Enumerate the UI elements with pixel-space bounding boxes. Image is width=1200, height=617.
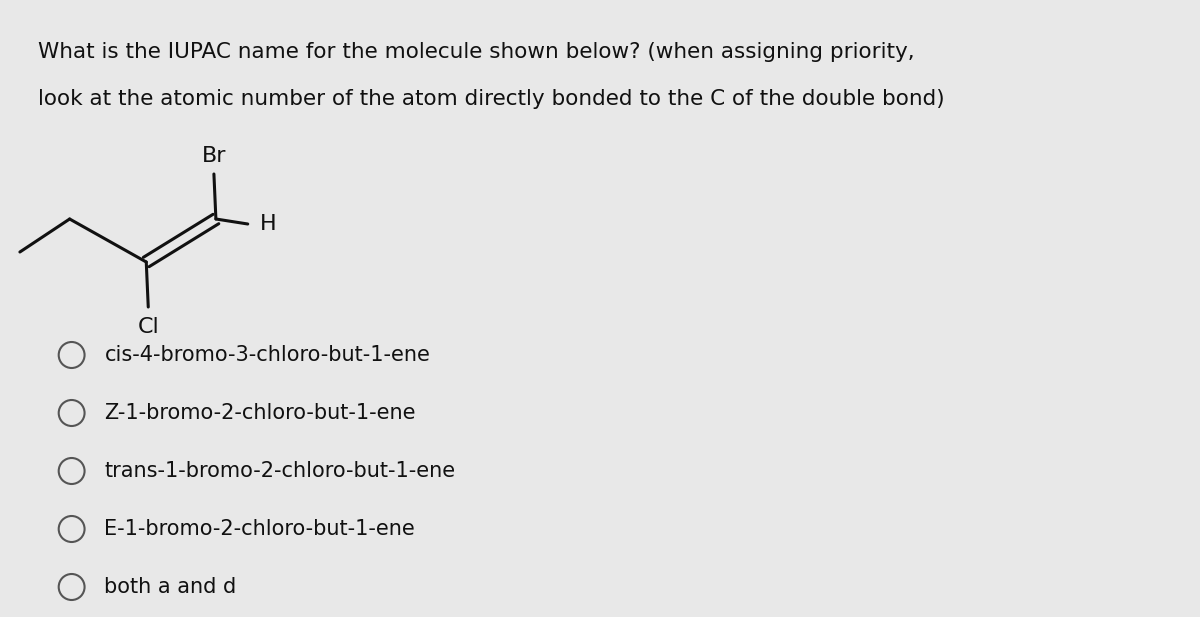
Text: look at the atomic number of the atom directly bonded to the C of the double bon: look at the atomic number of the atom di… [38, 89, 944, 109]
Text: Br: Br [202, 146, 226, 166]
Text: Z-1-bromo-2-chloro-but-1-ene: Z-1-bromo-2-chloro-but-1-ene [104, 403, 416, 423]
Text: E-1-bromo-2-chloro-but-1-ene: E-1-bromo-2-chloro-but-1-ene [104, 519, 415, 539]
Text: What is the IUPAC name for the molecule shown below? (when assigning priority,: What is the IUPAC name for the molecule … [38, 42, 914, 62]
Text: H: H [259, 214, 276, 234]
Text: Cl: Cl [137, 317, 160, 337]
Text: trans-1-bromo-2-chloro-but-1-ene: trans-1-bromo-2-chloro-but-1-ene [104, 461, 456, 481]
Text: both a and d: both a and d [104, 577, 236, 597]
Text: cis-4-bromo-3-chloro-but-1-ene: cis-4-bromo-3-chloro-but-1-ene [104, 345, 431, 365]
